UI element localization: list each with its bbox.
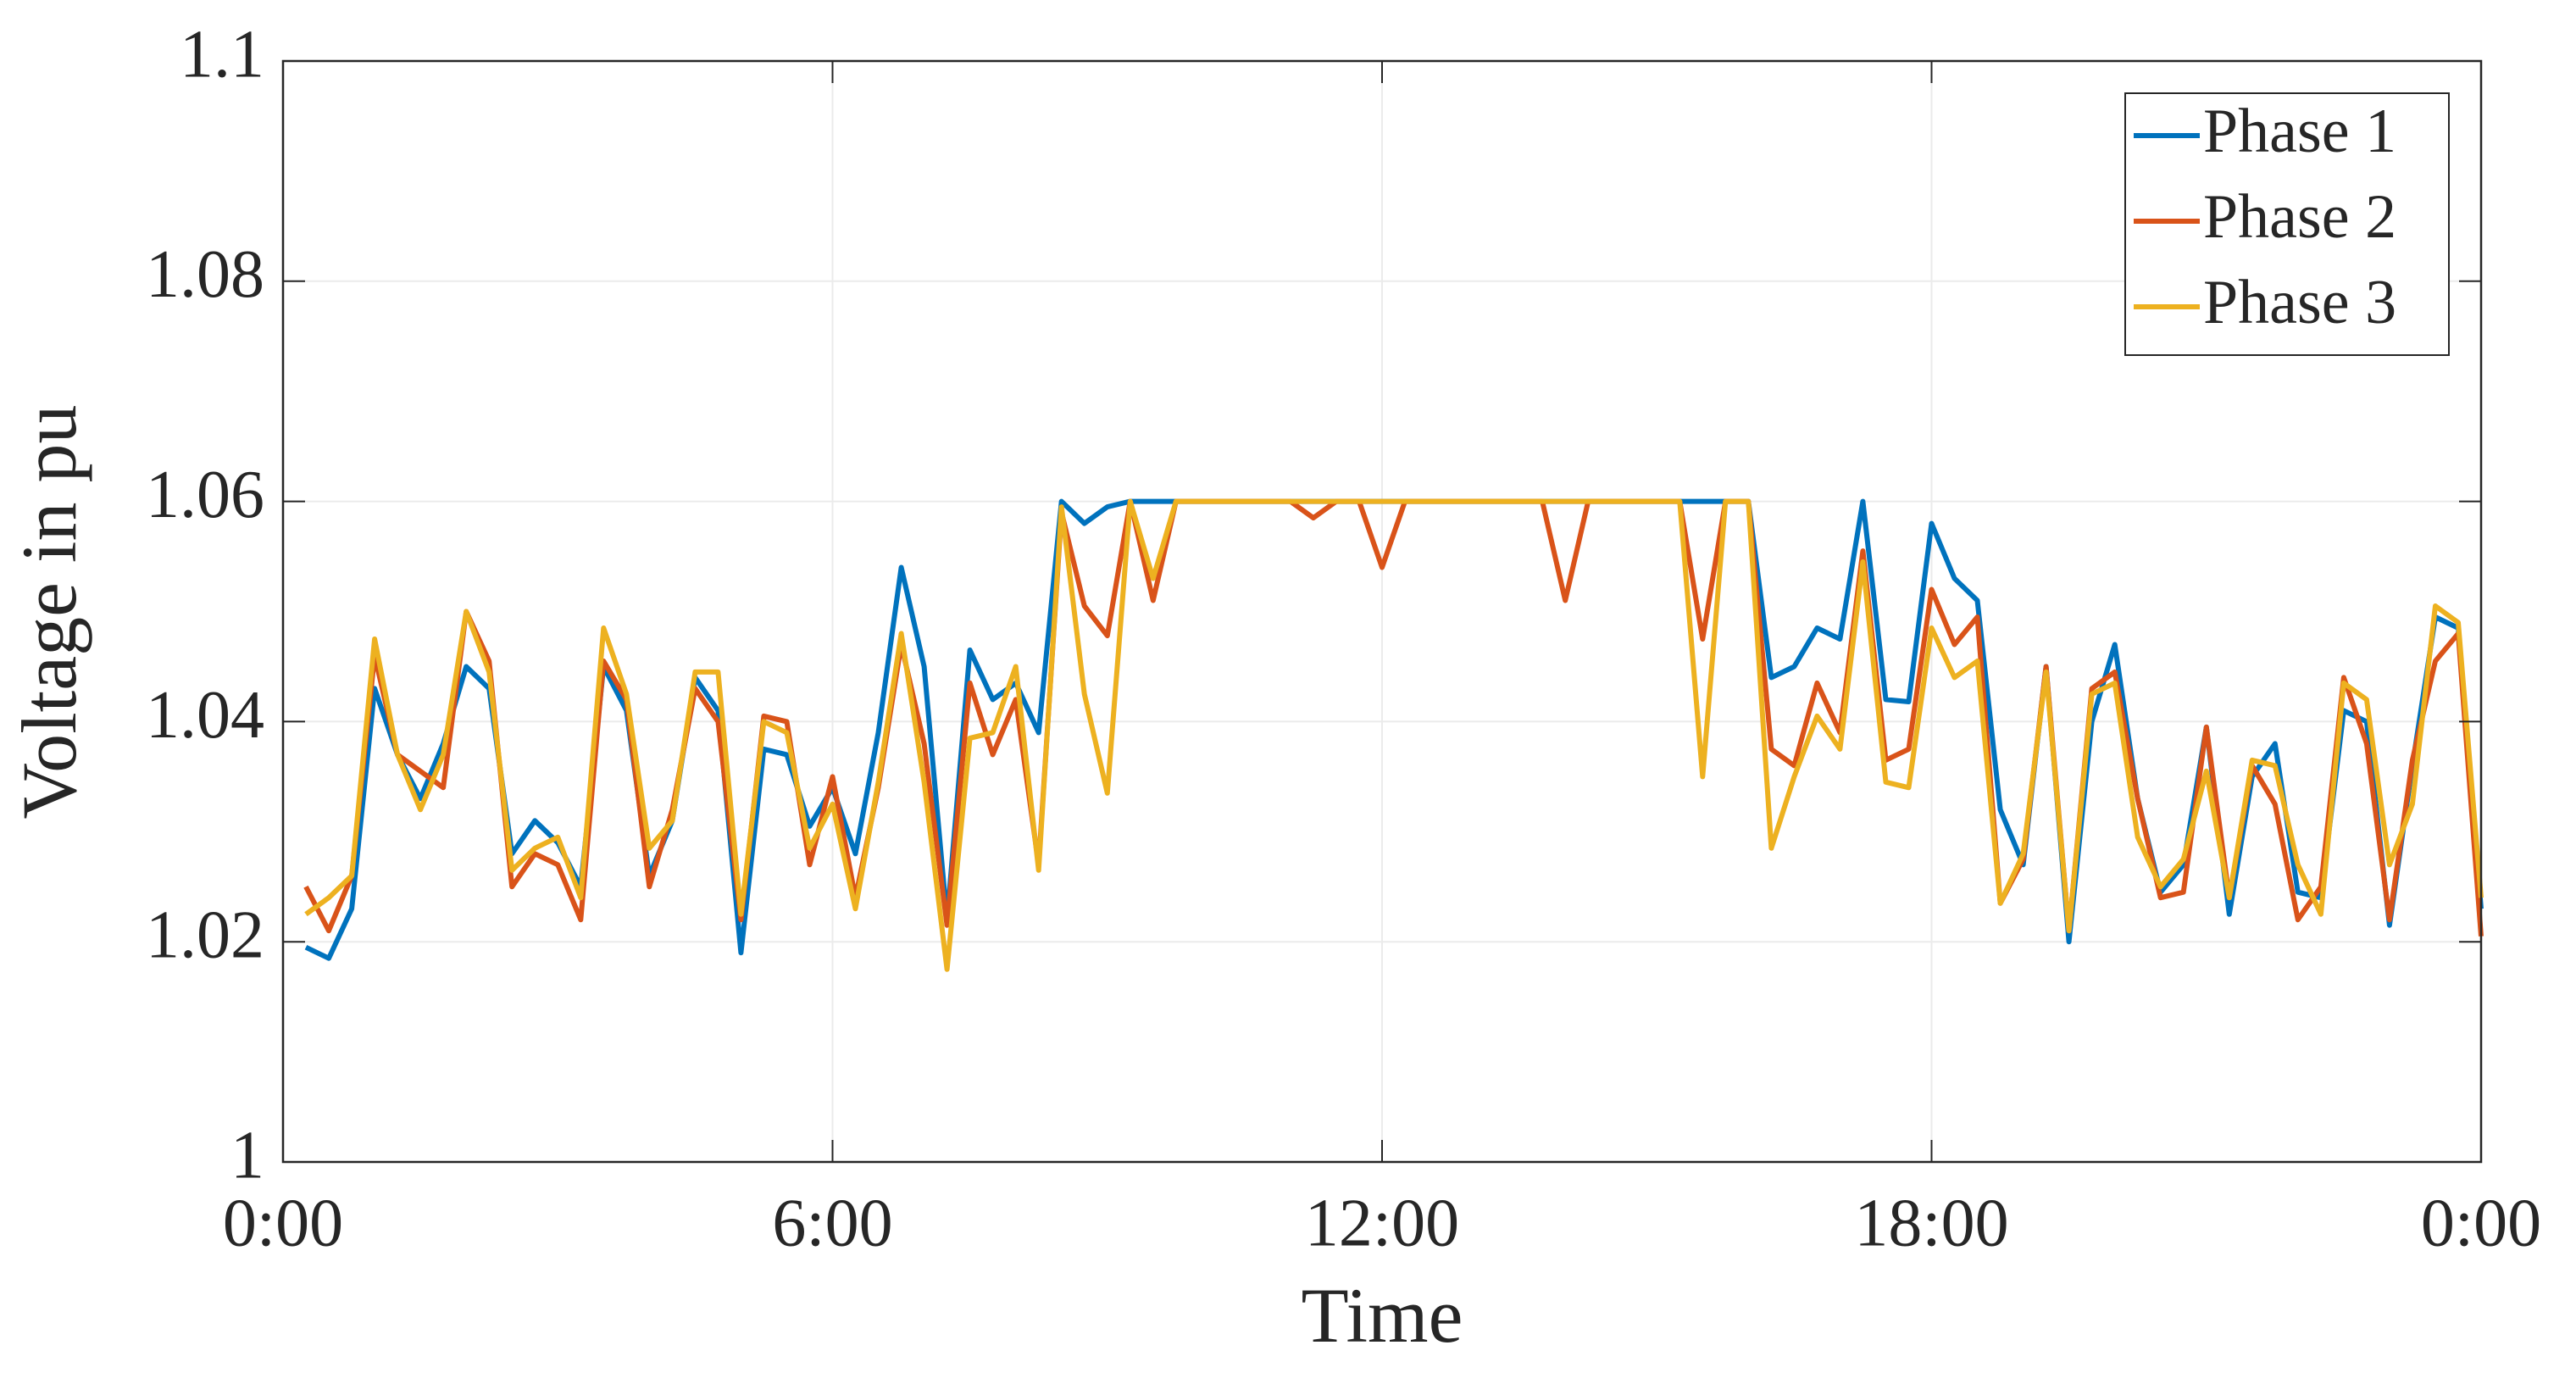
x-tick-label: 6:00 <box>772 1186 892 1260</box>
legend-label: Phase 2 <box>2203 182 2396 252</box>
legend-label: Phase 3 <box>2203 268 2396 337</box>
y-axis-title: Voltage in pu <box>6 405 92 820</box>
axes: 0:00 6:00 12:00 18:00 0:0011.021.041.061.081… <box>146 17 2541 1260</box>
y-tick-label: 1.04 <box>146 678 264 753</box>
x-tick-label: 12:00 <box>1305 1186 1459 1260</box>
series-line <box>304 498 2484 972</box>
x-tick-label: 18:00 <box>1854 1186 2008 1260</box>
x-axis-title: Time <box>1302 1272 1463 1359</box>
y-tick-label: 1.1 <box>180 17 264 92</box>
y-tick-label: 1.08 <box>146 237 264 312</box>
y-tick-label: 1 <box>230 1118 264 1192</box>
y-tick-label: 1.02 <box>146 898 264 973</box>
plot-frame <box>281 59 2483 1164</box>
y-tick-label: 1.06 <box>146 458 264 532</box>
legend-label: Phase 1 <box>2203 97 2396 166</box>
x-tick-label: 0:00 <box>2421 1186 2541 1260</box>
legend: Phase 1 Phase 2 Phase 3 <box>2124 92 2450 356</box>
lines <box>303 498 2484 972</box>
x-tick-label: 0:00 <box>223 1186 343 1260</box>
